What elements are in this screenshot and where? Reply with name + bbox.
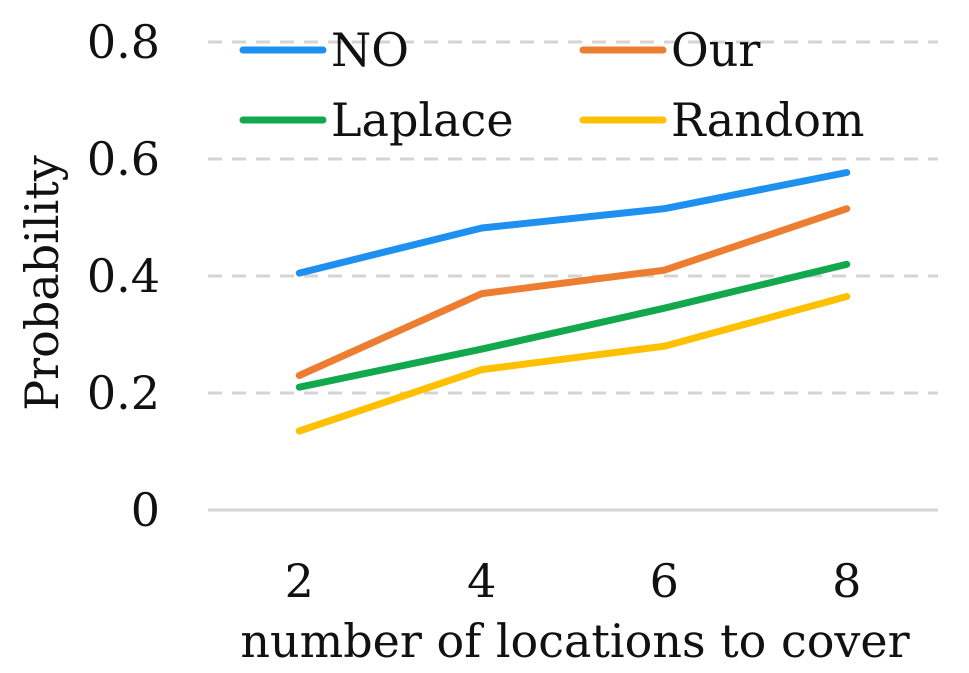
legend-label: Laplace	[331, 93, 514, 147]
legend: NO Our Laplace Random	[239, 23, 865, 147]
legend-label: Our	[671, 23, 760, 77]
y-tick-label: 0.4	[87, 249, 160, 303]
x-tick-label: 4	[467, 554, 496, 608]
series-line-laplace	[295, 260, 851, 391]
legend-label: NO	[331, 23, 409, 77]
y-tick-label: 0.2	[87, 366, 160, 420]
x-axis-ticks: 2 4 6 8	[285, 554, 862, 608]
x-tick-label: 2	[285, 554, 314, 608]
y-tick-label: 0	[131, 483, 160, 537]
legend-label: Random	[671, 93, 865, 147]
x-tick-label: 8	[832, 554, 861, 608]
series-line-random	[295, 293, 851, 435]
legend-item-our: Our	[579, 23, 760, 77]
x-axis-title: number of locations to cover	[240, 614, 909, 668]
y-tick-label: 0.6	[87, 132, 160, 186]
legend-item-laplace: Laplace	[239, 93, 514, 147]
legend-item-no: NO	[239, 23, 409, 77]
y-axis-ticks: 0 0.2 0.4 0.6 0.8	[87, 15, 160, 537]
series-line-our	[295, 205, 851, 379]
y-tick-label: 0.8	[87, 15, 160, 69]
series-line-no	[295, 169, 851, 277]
series-lines	[295, 169, 851, 435]
legend-item-random: Random	[579, 93, 865, 147]
y-axis-title: Probability	[15, 155, 69, 411]
gridlines	[208, 40, 938, 512]
x-tick-label: 6	[650, 554, 679, 608]
